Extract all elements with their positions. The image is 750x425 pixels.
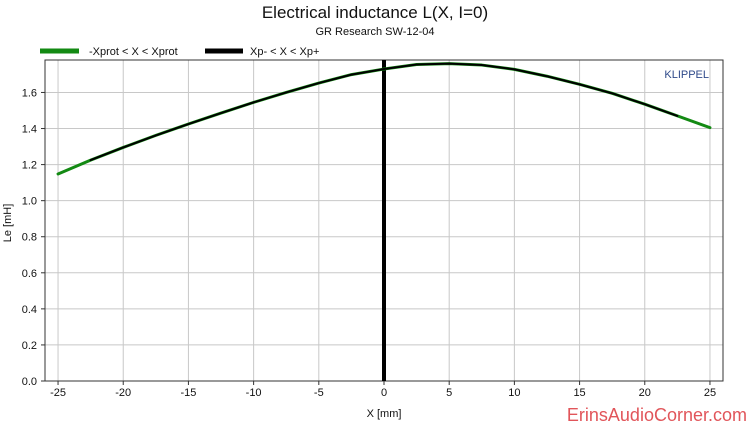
axes [41,59,724,385]
x-tick-label: 20 [639,387,651,399]
tick-labels: -25 -20 -15 -10 -5 0 5 10 15 20 25 0.0 0.2 0.4 0.6 0.8 1… [22,87,716,399]
series-point-xp [513,68,515,70]
series-point-xp [579,83,581,85]
klippel-label: KLIPPEL [664,69,709,81]
chart-title: Electrical inductance L(X, I=0) [262,3,488,22]
legend-label-series-2: Xp- < X < Xp+ [250,46,319,58]
series-point-xp [285,91,287,93]
series-line-xp [89,62,679,162]
x-tick-label: -25 [50,387,66,399]
series-point-xp [676,115,678,117]
x-tick-label: -5 [314,387,324,399]
series-group [56,62,712,176]
x-tick-label: 10 [508,387,520,399]
series-point-xp [220,112,222,114]
x-tick-label: -10 [246,387,262,399]
series-point-xprot [57,173,59,175]
series-point-xp [155,134,157,136]
y-axis-label: Le [mH] [2,204,14,243]
series-point-xp [644,103,646,105]
y-tick-label: 0.2 [22,340,37,352]
series-point-xprot [709,127,711,129]
x-tick-label: 0 [381,387,387,399]
series-point-xp [187,123,189,125]
chart-subtitle: GR Research SW-12-04 [315,26,434,38]
legend-label-series-1: -Xprot < X < Xprot [89,46,178,58]
series-point-xp [122,146,124,148]
series-point-xp [350,74,352,76]
series-point-xp [416,63,418,65]
series-point-xp [448,63,450,65]
y-tick-label: 1.2 [22,160,37,172]
series-point-xp [383,68,385,70]
credit-watermark: ErinsAudioCorner.com [567,405,747,425]
y-tick-label: 1.6 [22,87,37,99]
x-tick-label: 25 [704,387,716,399]
series-point-xp [253,101,255,103]
y-tick-label: 0.8 [22,232,37,244]
series-point-xp [546,75,548,77]
x-tick-label: 15 [573,387,585,399]
x-axis-label: X [mm] [367,408,402,420]
series-point-xp [90,159,92,161]
x-tick-label: -20 [115,387,131,399]
series-point-xp [318,82,320,84]
y-tick-label: 0.4 [22,304,37,316]
y-tick-label: 1.4 [22,124,37,136]
x-tick-label: 5 [446,387,452,399]
x-tick-label: -15 [180,387,196,399]
y-tick-label: 0.0 [22,376,37,388]
legend: -Xprot < X < Xprot Xp- < X < Xp+ [40,46,319,58]
y-tick-label: 1.0 [22,196,37,208]
series-point-xp [611,92,613,94]
y-tick-label: 0.6 [22,268,37,280]
series-point-xp [481,64,483,66]
